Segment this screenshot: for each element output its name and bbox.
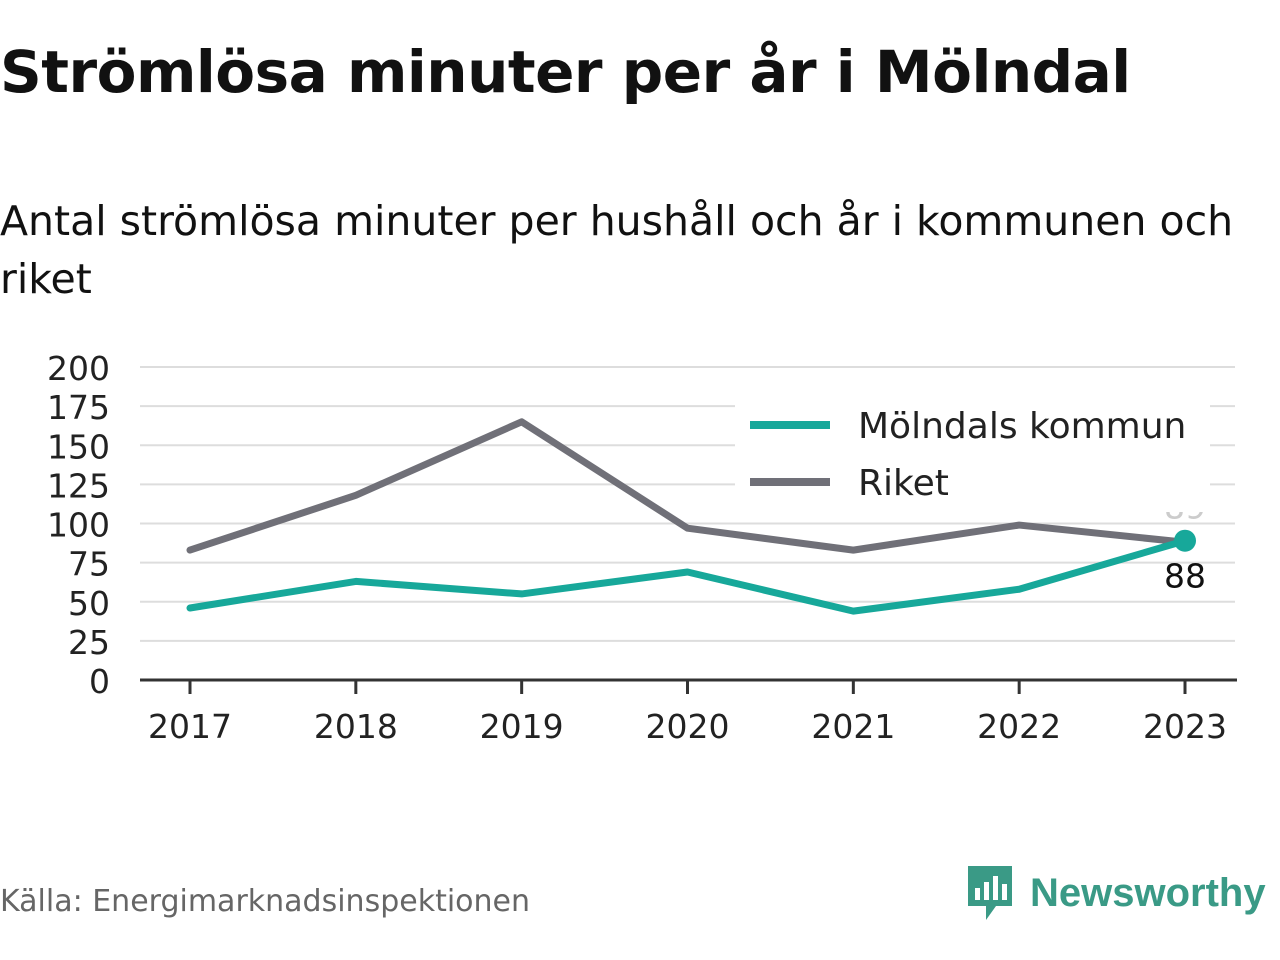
endpoint-marker: [1174, 529, 1196, 552]
legend-background: [735, 400, 1210, 512]
y-tick-label: 200: [47, 349, 110, 388]
newsworthy-logo: Newsworthy: [964, 862, 1266, 924]
y-tick-label: 175: [47, 388, 110, 427]
end-label-riket: 88: [1164, 556, 1206, 595]
chart-subtitle: Antal strömlösa minuter per hushåll och …: [0, 197, 1234, 303]
y-tick-label: 50: [68, 584, 110, 623]
y-tick-label: 150: [47, 427, 110, 466]
legend-label: Mölndals kommun: [858, 406, 1186, 447]
newsworthy-logo-icon: [968, 866, 1012, 920]
x-tick-label: 2022: [977, 707, 1061, 746]
y-tick-label: 0: [89, 662, 110, 701]
x-tick-label: 2020: [646, 707, 730, 746]
y-tick-label: 100: [47, 506, 110, 545]
y-tick-label: 75: [68, 545, 110, 584]
x-tick-label: 2018: [314, 707, 398, 746]
y-tick-label: 25: [68, 623, 110, 662]
chart-title: Strömlösa minuter per år i Mölndal: [0, 38, 1131, 106]
y-tick-label: 125: [47, 466, 110, 505]
source-note: Källa: Energimarknadsinspektionen: [0, 884, 531, 919]
x-tick-label: 2019: [480, 707, 564, 746]
series-line-molndal: [186, 537, 1189, 615]
newsworthy-logo-text: Newsworthy: [1030, 870, 1266, 915]
series-line-riket: [186, 418, 1189, 554]
x-tick-label: 2023: [1143, 707, 1227, 746]
x-tick-label: 2021: [811, 707, 895, 746]
x-tick-label: 2017: [148, 707, 232, 746]
legend-label: Riket: [858, 463, 949, 504]
